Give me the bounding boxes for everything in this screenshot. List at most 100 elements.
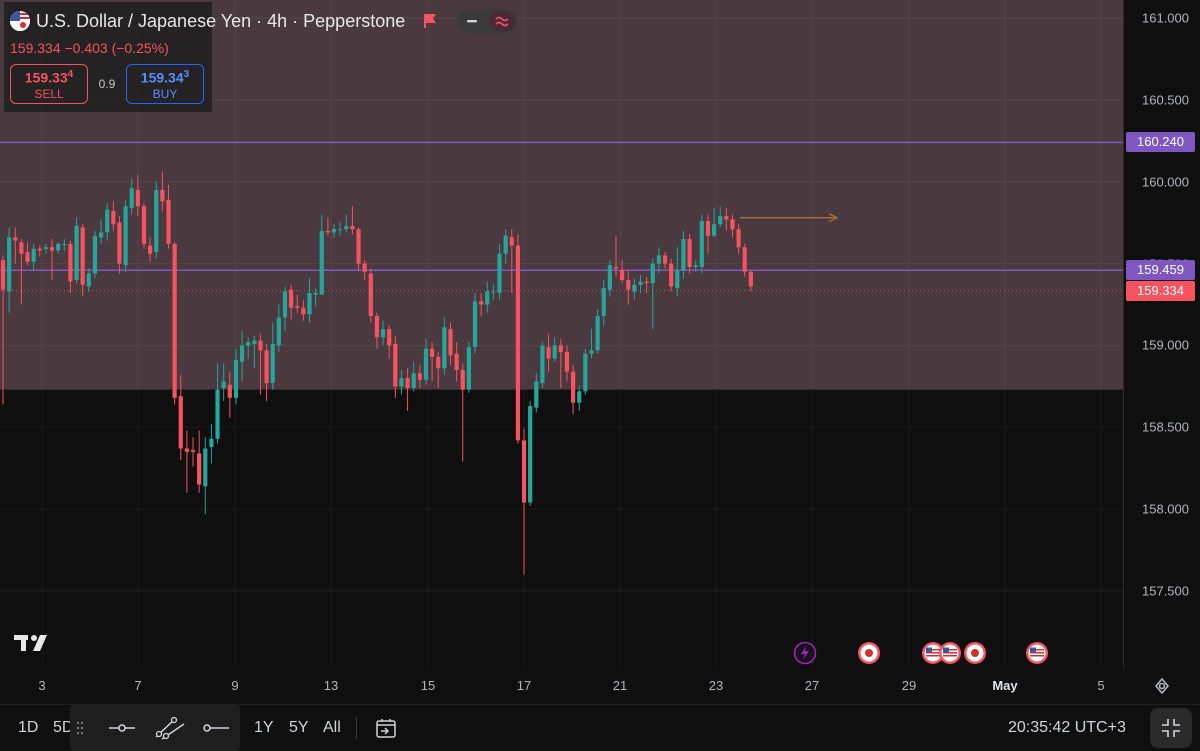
candle-body [74, 225, 79, 280]
candle-body [350, 225, 355, 230]
candle-body [662, 255, 668, 264]
candle-body [748, 271, 753, 287]
drawing-tools-panel [70, 705, 240, 751]
candle-body [123, 206, 128, 266]
time-tick-label: 17 [516, 678, 532, 693]
candle-body [203, 448, 208, 487]
buy-price-main: 159.34 [140, 69, 184, 86]
sell-button[interactable]: 159.334 SELL [10, 64, 88, 104]
candle-body [454, 353, 459, 370]
drag-handle[interactable] [72, 714, 88, 742]
time-tick-label: May [992, 678, 1018, 693]
candle-body [613, 266, 619, 269]
price-level-label[interactable]: 159.334 [1126, 280, 1195, 301]
candle-body [521, 440, 527, 503]
clock-timezone[interactable]: 20:35:42 UTC+3 [1008, 719, 1126, 736]
price-tick-label: 158.500 [1142, 419, 1189, 435]
candle-body [534, 381, 539, 408]
candle-body [227, 384, 232, 398]
candle-body [184, 448, 189, 452]
candle-body [258, 340, 263, 351]
ray-line-tool[interactable] [198, 714, 234, 742]
sell-price-main: 159.33 [24, 69, 68, 86]
candle-body [423, 348, 429, 380]
candle-body [221, 381, 226, 388]
sell-price: 159.334 [11, 69, 87, 86]
candle-body [92, 235, 98, 274]
candle-body [252, 340, 257, 344]
candle-body [724, 216, 729, 220]
flag-symbol-button[interactable] [419, 10, 441, 32]
candle-body [638, 281, 643, 285]
candle-body [411, 373, 416, 388]
candle-body [325, 230, 330, 233]
candle-body [626, 279, 631, 290]
time-axis[interactable]: 3 7 9 13 15 17 21 23 27 29 May 5 [0, 668, 1123, 704]
candle-body [80, 227, 85, 285]
candle-body [154, 189, 159, 253]
fullscreen-button[interactable] [1150, 708, 1192, 748]
candle-body [528, 406, 533, 503]
event-marker[interactable] [963, 641, 987, 665]
candle-body [570, 371, 576, 403]
buy-button[interactable]: 159.343 BUY [126, 64, 204, 104]
price-tick-label: 160.500 [1142, 92, 1189, 108]
price-axis[interactable]: 161.000160.500160.000159.500159.000158.5… [1123, 0, 1200, 668]
trend-line-tool[interactable] [152, 714, 188, 742]
price-level-label[interactable]: 159.459 [1126, 260, 1195, 281]
range-1d-button[interactable]: 1D [18, 719, 39, 736]
candle-body [270, 343, 275, 384]
time-tick-label: 27 [804, 678, 820, 693]
collapse-legend-button[interactable] [459, 11, 485, 31]
symbol-title[interactable]: U.S. Dollar / Japanese Yen · 4h · Pepper… [36, 10, 406, 31]
candle-body [98, 232, 104, 238]
event-marker[interactable] [938, 641, 962, 665]
candle-body [141, 206, 147, 244]
chart-settings-button[interactable] [1150, 676, 1174, 696]
time-tick-label: 7 [134, 678, 142, 693]
candle-body [644, 281, 649, 284]
event-marker[interactable] [793, 641, 817, 665]
candle-body [49, 247, 55, 251]
candle-body [160, 189, 165, 202]
candle-body [607, 265, 612, 290]
candle-body [215, 389, 220, 439]
candle-body [497, 253, 502, 294]
candle-body [479, 301, 484, 305]
candle-body [380, 329, 386, 338]
candle-body [190, 450, 196, 452]
candle-body [552, 345, 557, 359]
price-tick-label: 157.500 [1142, 583, 1189, 599]
go-to-date-button[interactable] [368, 714, 404, 742]
candle-body [589, 350, 594, 354]
candle-body [540, 345, 545, 384]
range-all-button[interactable]: All [323, 719, 341, 736]
symbol-legend: U.S. Dollar / Japanese Yen · 4h · Pepper… [4, 2, 518, 112]
horizontal-line-tool[interactable] [104, 714, 140, 742]
event-marker[interactable] [857, 641, 881, 665]
range-5y-button[interactable]: 5Y [289, 719, 309, 736]
candle-body [86, 273, 91, 287]
buy-price: 159.343 [127, 69, 203, 86]
indicator-wave-button[interactable] [489, 11, 516, 31]
candle-body [509, 237, 514, 246]
candle-body [564, 351, 570, 372]
buy-label: BUY [152, 86, 178, 101]
candle-body [669, 263, 674, 287]
candle-body [632, 284, 637, 292]
candle-body [264, 350, 269, 384]
candle-body [295, 306, 300, 308]
gear-icon [1154, 677, 1170, 695]
tradingview-logo[interactable] [14, 632, 54, 654]
candle-body [25, 252, 30, 262]
range-5d-button[interactable]: 5D [53, 719, 74, 736]
candle-body [276, 317, 281, 346]
price-level-label[interactable]: 160.240 [1126, 132, 1195, 153]
event-marker[interactable] [921, 641, 945, 665]
lightning-icon [793, 641, 817, 665]
range-1y-button[interactable]: 1Y [254, 719, 274, 736]
candle-body [558, 345, 563, 352]
candle-body [583, 353, 588, 392]
event-marker[interactable] [1025, 641, 1049, 665]
calendar-goto-icon [376, 719, 396, 738]
